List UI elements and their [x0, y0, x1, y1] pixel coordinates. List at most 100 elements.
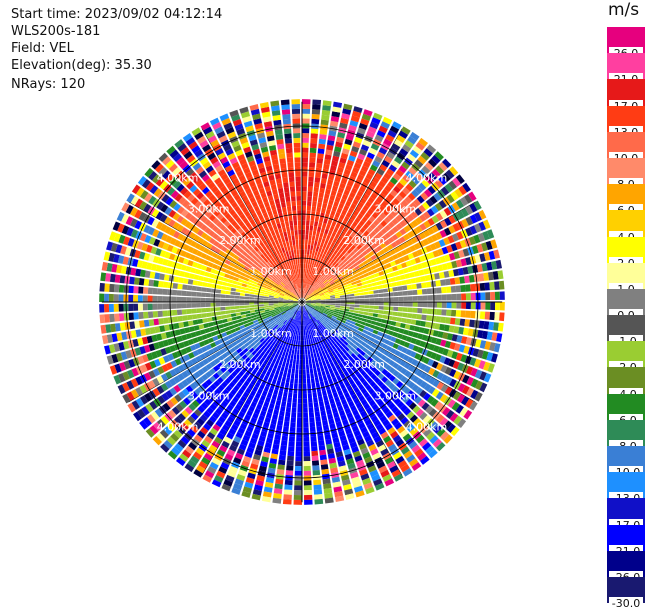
range-gate [392, 316, 397, 321]
range-gate [278, 391, 283, 397]
range-gate [292, 114, 300, 119]
range-gate [282, 114, 290, 119]
colorbar-scale: 26.021.017.013.010.08.06.04.02.01.00.0-1… [607, 27, 645, 603]
range-gate [288, 368, 292, 373]
range-gate [308, 393, 312, 398]
range-gate [303, 403, 307, 408]
range-gate [291, 412, 296, 417]
range-gate [191, 309, 196, 314]
range-gate [310, 148, 317, 153]
range-gate [276, 380, 281, 386]
range-gate [177, 303, 182, 308]
range-gate [489, 312, 494, 320]
range-gate [389, 302, 394, 306]
range-gate [421, 315, 426, 321]
range-gate [460, 285, 465, 292]
range-gate [379, 306, 384, 310]
range-gate [211, 307, 216, 311]
range-gate [319, 217, 324, 223]
range-gate [392, 287, 397, 292]
range-gate [464, 276, 470, 284]
range-gate [290, 245, 293, 250]
range-gate [291, 417, 296, 422]
range-gate [324, 380, 329, 386]
range-gate [466, 293, 471, 300]
range-gate [321, 208, 326, 214]
range-gate [289, 240, 292, 245]
range-gate [303, 379, 306, 384]
range-gate [259, 306, 264, 308]
range-gate [235, 306, 240, 309]
range-gate [207, 317, 212, 322]
range-gate [314, 182, 320, 187]
range-gate [302, 196, 306, 201]
range-gate [302, 119, 310, 124]
range-gate [192, 314, 197, 319]
range-gate [302, 191, 307, 196]
range-gate [402, 285, 407, 290]
range-gate [198, 276, 204, 281]
range-gate [368, 313, 373, 317]
range-gate [315, 377, 319, 382]
range-gate [321, 371, 325, 377]
range-gate [173, 316, 179, 322]
range-gate [259, 298, 264, 300]
range-gate [310, 422, 316, 427]
range-gate [456, 310, 461, 317]
range-gate [321, 120, 329, 126]
range-gate [485, 302, 490, 310]
range-gate [320, 183, 326, 189]
range-gate [291, 235, 294, 240]
range-gate [302, 138, 309, 143]
range-gate [294, 490, 302, 495]
range-gate [206, 308, 211, 312]
range-gate [304, 451, 311, 456]
range-gate [279, 153, 286, 159]
range-gate [312, 456, 319, 461]
range-gate [317, 227, 321, 232]
range-gate [282, 436, 288, 442]
range-gate [311, 211, 315, 216]
range-gate [436, 316, 442, 322]
range-gate [302, 152, 308, 157]
range-gate [441, 309, 446, 315]
range-gate [152, 296, 157, 302]
range-gate [277, 395, 282, 401]
range-gate [322, 390, 327, 396]
range-gate [307, 201, 311, 206]
range-gate [158, 281, 164, 288]
range-gate [312, 388, 316, 393]
range-gate [172, 297, 177, 302]
range-gate [308, 177, 313, 182]
range-gate [322, 105, 331, 111]
range-gate [178, 277, 184, 283]
range-gate [432, 309, 437, 315]
range-gate [138, 304, 143, 311]
range-gate [278, 188, 284, 194]
range-gate [282, 109, 290, 114]
range-gate [294, 485, 302, 490]
range-gate [400, 323, 406, 328]
range-gate [310, 153, 317, 158]
range-gate [296, 335, 298, 340]
range-gate [298, 340, 300, 345]
range-gate [177, 310, 182, 316]
range-gate [302, 177, 307, 182]
range-gate [321, 469, 329, 475]
range-gate [371, 278, 377, 282]
range-gate [340, 300, 345, 302]
range-gate [273, 303, 278, 304]
range-gate [294, 379, 298, 384]
range-gate [284, 133, 291, 138]
range-gate [403, 302, 408, 306]
range-gate [201, 287, 206, 292]
range-gate [286, 148, 293, 153]
range-gate [340, 304, 345, 306]
range-gate [153, 319, 159, 326]
range-gate [284, 489, 292, 494]
range-gate [119, 285, 124, 293]
range-gate [480, 292, 485, 300]
range-gate [369, 309, 374, 313]
range-gate [318, 197, 323, 203]
colorbar-segment: 1.0 [607, 263, 645, 289]
